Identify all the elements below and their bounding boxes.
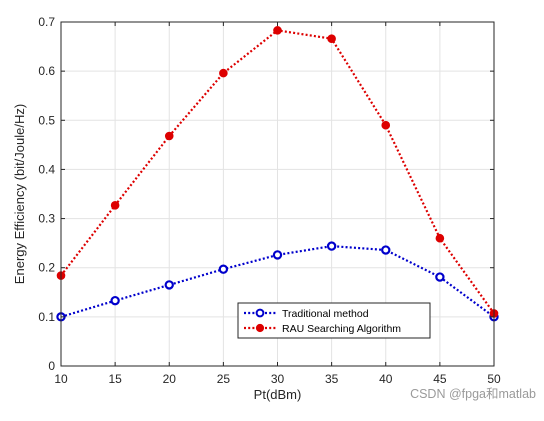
data-point [435,233,445,243]
y-tick-label: 0.4 [38,162,55,176]
x-tick-label: 45 [433,372,447,386]
data-point [110,295,120,306]
data-point [218,264,229,274]
series-layer [56,26,499,322]
y-tick-label: 0.6 [38,64,55,78]
data-point [327,34,336,44]
data-point [326,241,337,251]
y-tick-label: 0.7 [38,15,55,29]
y-tick-label: 0.3 [38,212,55,226]
y-tick-label: 0 [48,359,55,373]
data-point [164,280,174,290]
x-tick-label: 10 [54,372,68,386]
x-axis-label: Pt(dBm) [254,387,302,402]
x-tick-label: 50 [487,372,501,386]
data-point [164,131,174,141]
y-axis-ticks: 0 0.1 0.2 0.3 0.4 0.5 0.6 0.7 [38,15,494,373]
x-axis-ticks: 10 15 20 25 30 35 40 45 50 [54,22,501,386]
x-tick-label: 35 [325,372,339,386]
legend-label-1: RAU Searching Algorithm [282,323,401,335]
y-tick-label: 0.5 [38,113,55,127]
legend-label-0: Traditional method [282,308,369,320]
x-tick-label: 15 [108,372,122,386]
y-axis-label: Energy Efficiency (bit/Joule/Hz) [12,104,27,284]
x-tick-label: 40 [379,372,393,386]
y-tick-label: 0.2 [38,261,55,275]
data-point [219,68,228,78]
y-tick-label: 0.1 [38,310,55,324]
data-point [272,250,283,260]
x-tick-label: 20 [163,372,177,386]
data-point [381,120,391,130]
legend-marker-1 [255,323,265,333]
watermark: CSDN @fpga和matlab [410,387,536,401]
legend-marker-0 [255,308,265,318]
data-point [435,272,445,282]
x-tick-label: 25 [217,372,231,386]
data-point [273,26,282,35]
x-tick-label: 30 [271,372,285,386]
data-point [110,201,120,210]
legend: Traditional method RAU Searching Algorith… [237,302,431,339]
series-line-0 [60,244,495,318]
legend-box [237,302,431,339]
data-point [381,245,391,255]
